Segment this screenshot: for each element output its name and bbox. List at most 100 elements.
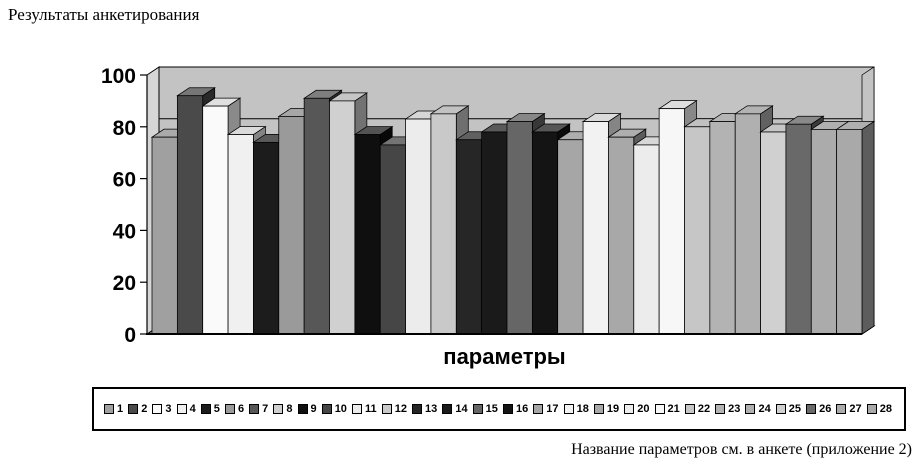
bar-11 bbox=[405, 118, 432, 335]
bar-28-side bbox=[861, 120, 875, 335]
bar-28 bbox=[836, 129, 863, 335]
bar-20 bbox=[633, 144, 660, 335]
legend-item-19: 19 bbox=[593, 403, 619, 415]
bar-24 bbox=[734, 113, 761, 335]
legend-marker-12 bbox=[381, 404, 392, 414]
legend-marker-11 bbox=[352, 404, 362, 414]
legend-label-14: 14 bbox=[455, 402, 468, 415]
bar-18 bbox=[582, 121, 609, 335]
legend-marker-8 bbox=[273, 404, 284, 414]
x-axis-label: параметры bbox=[443, 344, 566, 369]
legend-item-11: 11 bbox=[352, 402, 377, 415]
legend-item-4: 4 bbox=[176, 402, 196, 415]
legend-marker-2 bbox=[128, 404, 139, 414]
legend-marker-19 bbox=[593, 404, 604, 414]
legend-label-24: 24 bbox=[758, 402, 771, 415]
y-tick-label-80: 80 bbox=[113, 117, 136, 140]
legend-marker-5 bbox=[200, 404, 211, 414]
legend-item-2: 2 bbox=[128, 402, 148, 415]
legend-item-10: 10 bbox=[321, 402, 347, 415]
y-tick-label-40: 40 bbox=[113, 220, 136, 243]
legend-item-9: 9 bbox=[297, 403, 317, 415]
legend-marker-10 bbox=[321, 404, 332, 414]
legend-marker-13 bbox=[412, 404, 423, 414]
legend-item-12: 12 bbox=[381, 402, 407, 415]
legend-item-16: 16 bbox=[502, 402, 529, 415]
legend-item-17: 17 bbox=[533, 402, 559, 415]
legend-label-15: 15 bbox=[485, 402, 498, 415]
bar-10 bbox=[379, 144, 406, 335]
legend-marker-22 bbox=[684, 404, 695, 414]
legend-marker-7 bbox=[249, 404, 260, 414]
bar-17 bbox=[557, 139, 584, 335]
legend-label-8: 8 bbox=[286, 402, 293, 415]
bar-26 bbox=[785, 123, 812, 335]
legend-marker-28 bbox=[866, 404, 877, 414]
legend-marker-23 bbox=[715, 404, 726, 414]
chart-title: Результаты анкетирования bbox=[8, 5, 200, 24]
bar-13 bbox=[455, 139, 483, 335]
legend-item-7: 7 bbox=[249, 402, 269, 415]
legend-label-2: 2 bbox=[141, 402, 148, 415]
legend-item-6: 6 bbox=[224, 403, 244, 415]
legend-label-13: 13 bbox=[425, 402, 438, 415]
bar-7 bbox=[303, 97, 330, 335]
legend-label-12: 12 bbox=[394, 402, 407, 415]
footnote: Название параметров см. в анкете (прилож… bbox=[571, 441, 912, 458]
bar-15 bbox=[506, 121, 533, 335]
legend-item-5: 5 bbox=[200, 402, 220, 415]
legend-label-17: 17 bbox=[546, 402, 559, 415]
bar-6 bbox=[278, 116, 305, 335]
legend-marker-9 bbox=[297, 404, 308, 414]
legend-label-25: 25 bbox=[788, 402, 802, 415]
legend-marker-21 bbox=[654, 404, 665, 414]
legend-label-1: 1 bbox=[117, 402, 124, 415]
legend-label-7: 7 bbox=[262, 402, 269, 415]
legend-label-28: 28 bbox=[879, 402, 892, 415]
bar-8 bbox=[329, 100, 356, 335]
bar-1 bbox=[151, 136, 178, 335]
legend-item-27: 27 bbox=[836, 402, 862, 415]
y-tick-label-100: 100 bbox=[101, 65, 136, 88]
legend-label-5: 5 bbox=[213, 402, 220, 415]
legend-label-4: 4 bbox=[189, 402, 196, 415]
legend-item-15: 15 bbox=[472, 402, 498, 415]
legend-label-16: 16 bbox=[515, 402, 529, 415]
bar-2 bbox=[176, 95, 204, 335]
legend-label-22: 22 bbox=[697, 402, 711, 415]
bar-9 bbox=[354, 134, 381, 335]
legend-marker-4 bbox=[176, 404, 187, 414]
bar-4 bbox=[227, 134, 254, 335]
legend-item-14: 14 bbox=[442, 402, 468, 415]
legend-marker-1 bbox=[104, 404, 114, 414]
legend-marker-26 bbox=[806, 404, 817, 414]
bar-23 bbox=[709, 121, 736, 335]
legend-marker-6 bbox=[224, 404, 235, 414]
legend-item-20: 20 bbox=[624, 403, 649, 415]
bar-12 bbox=[430, 113, 457, 335]
legend-label-27: 27 bbox=[849, 402, 862, 415]
legend-marker-27 bbox=[836, 404, 847, 414]
bar-14 bbox=[481, 131, 508, 335]
legend-item-23: 23 bbox=[715, 403, 740, 415]
legend-item-28: 28 bbox=[866, 402, 892, 415]
legend: 1 2 3 4 5 6 7 8 9 10 11 12 13 14 15 16 17 18 19 20 21 22 23 24 2… bbox=[92, 387, 906, 431]
y-tick-label-60: 60 bbox=[113, 169, 136, 192]
legend-marker-20 bbox=[624, 404, 635, 414]
legend-label-10: 10 bbox=[334, 402, 347, 415]
legend-marker-15 bbox=[472, 404, 483, 414]
legend-item-8: 8 bbox=[273, 402, 293, 415]
legend-item-22: 22 bbox=[684, 402, 711, 415]
y-tick-label-20: 20 bbox=[113, 272, 136, 295]
bar-19 bbox=[608, 136, 635, 335]
legend-item-1: 1 bbox=[104, 402, 124, 415]
legend-label-18: 18 bbox=[576, 402, 589, 415]
legend-marker-24 bbox=[745, 404, 756, 414]
legend-item-13: 13 bbox=[412, 402, 438, 415]
bar-21 bbox=[658, 108, 685, 335]
legend-item-21: 21 bbox=[654, 403, 680, 415]
bar-16 bbox=[531, 131, 559, 335]
bar-5 bbox=[253, 141, 280, 335]
legend-marker-17 bbox=[533, 404, 544, 414]
legend-label-11: 11 bbox=[365, 402, 377, 415]
